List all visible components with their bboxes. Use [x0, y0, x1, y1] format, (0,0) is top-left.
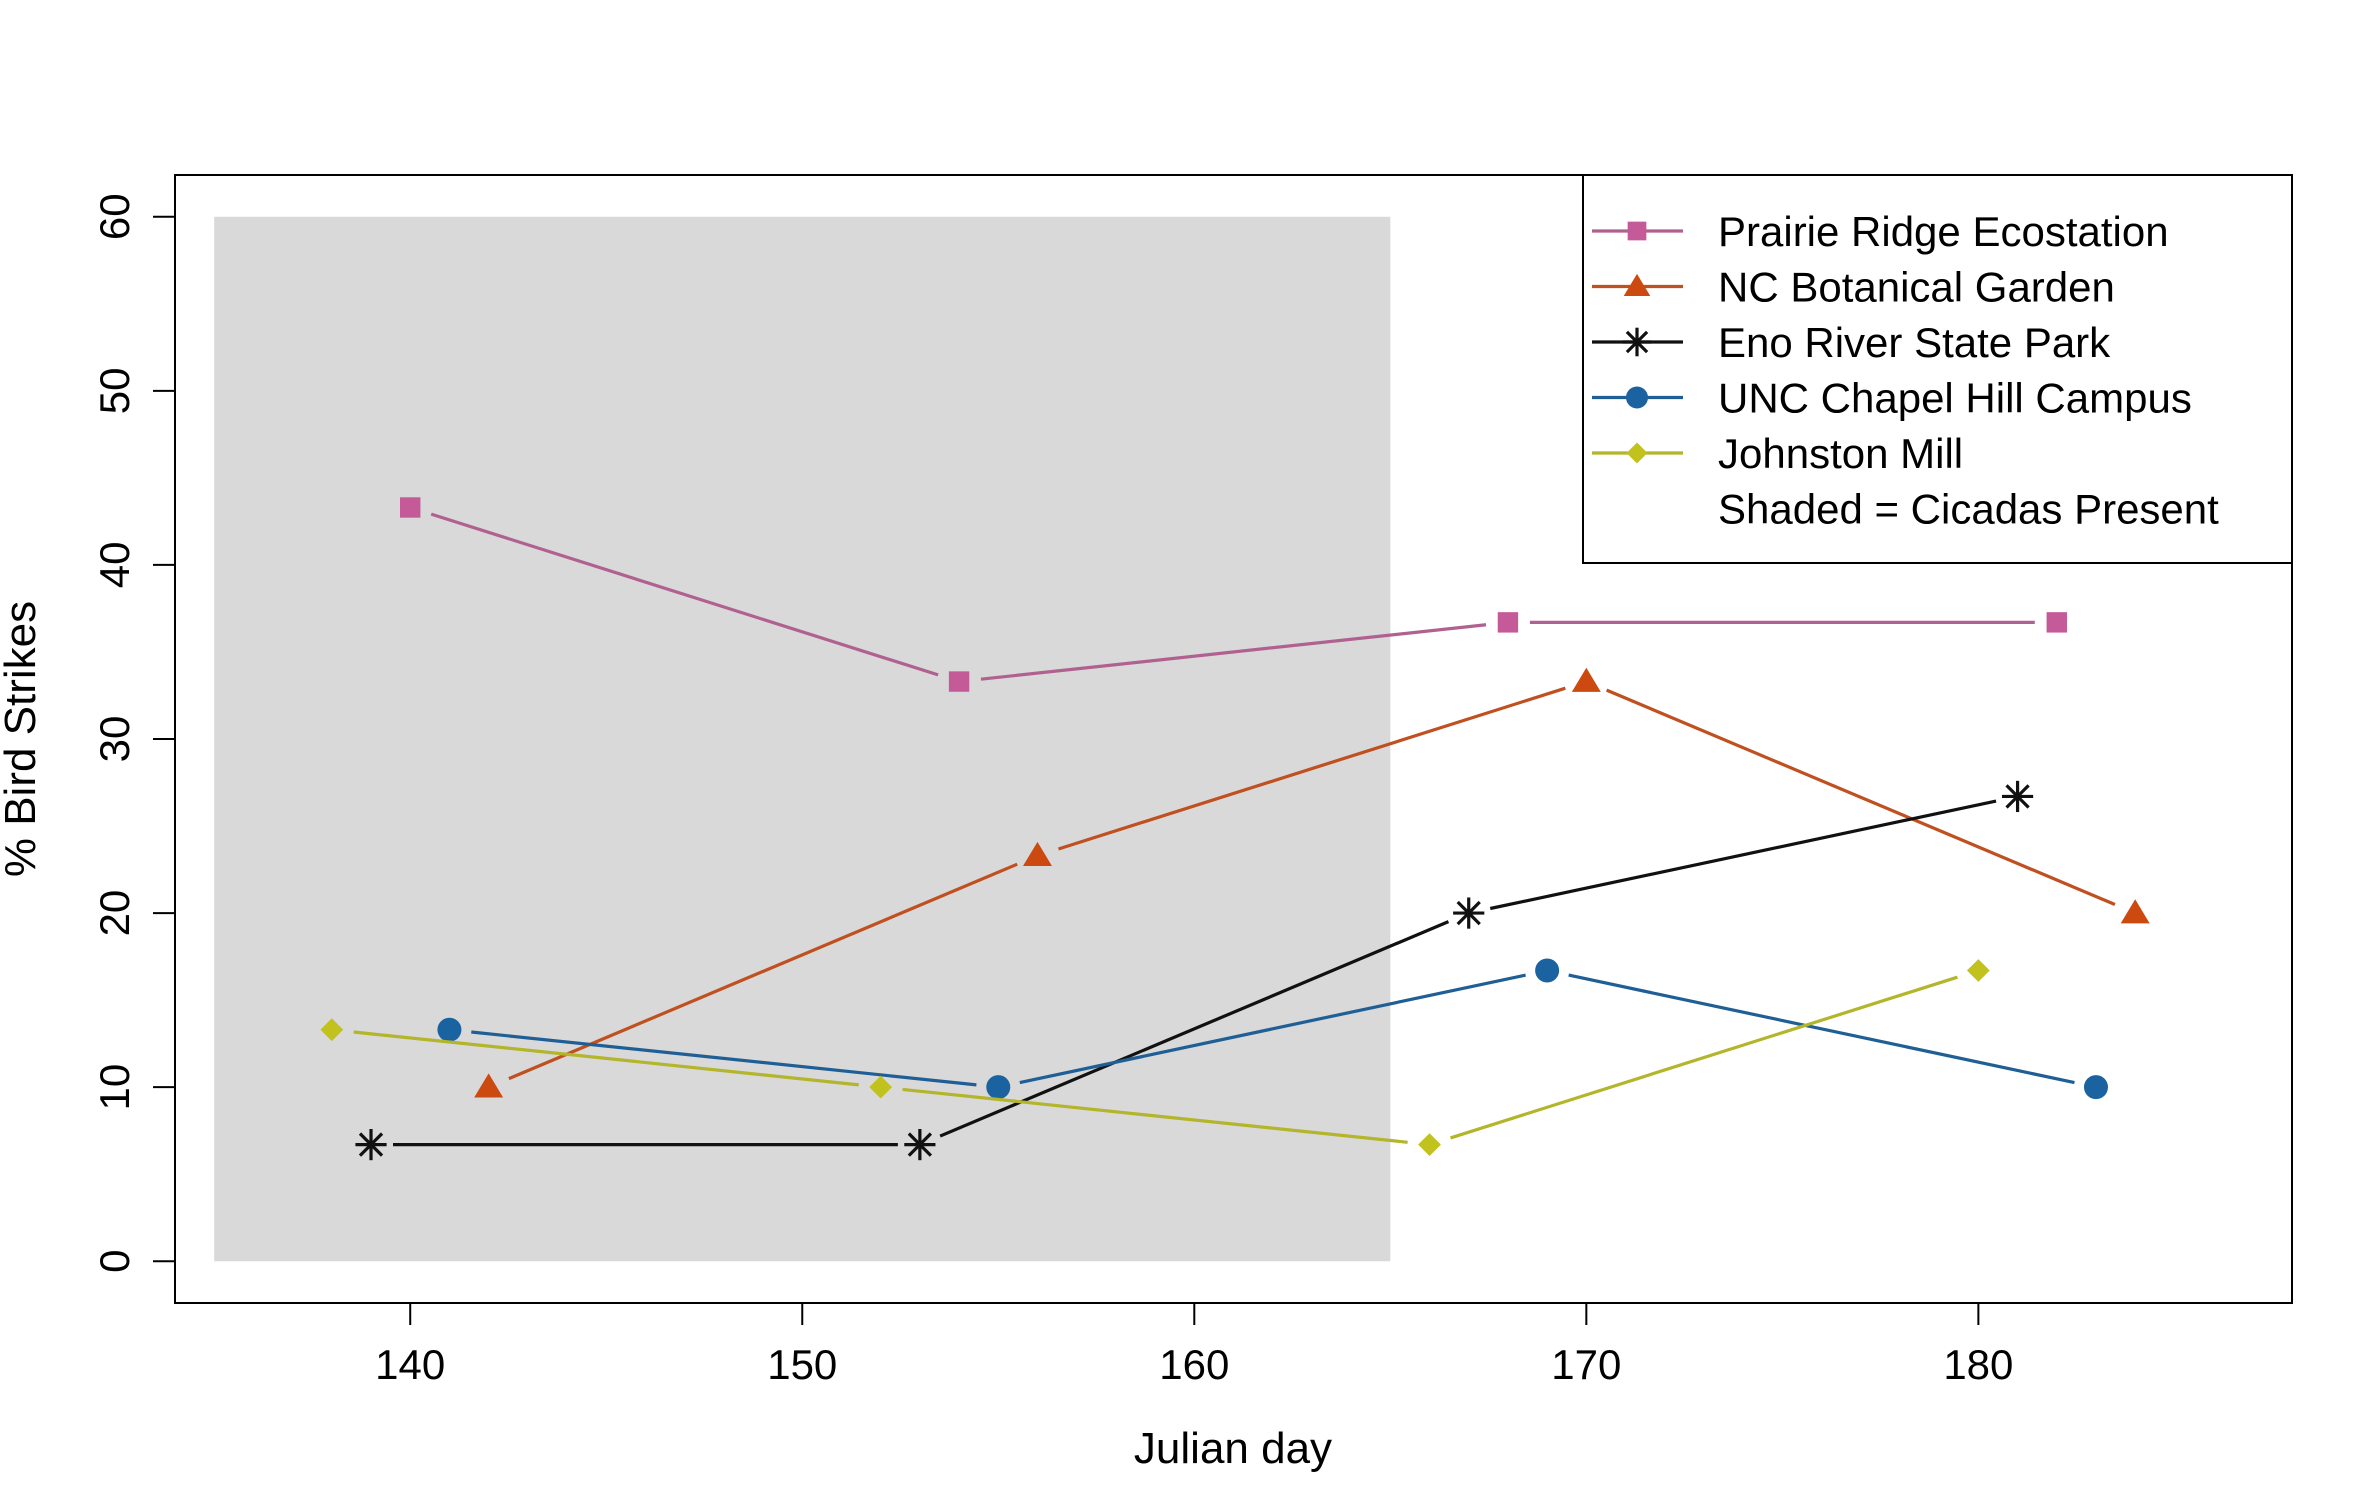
- legend-marker: [1622, 327, 1652, 357]
- series-line-segment: [1450, 975, 1958, 1140]
- legend-marker: [1627, 221, 1647, 241]
- series-line-segment: [939, 920, 1450, 1138]
- x-tick-label: 170: [1551, 1341, 1621, 1388]
- series-line-segment: [353, 1030, 859, 1087]
- data-point: [1497, 612, 1519, 633]
- y-tick-label: 60: [91, 193, 138, 240]
- series-line-segment: [1019, 973, 1526, 1085]
- data-point: [355, 1128, 387, 1161]
- legend-item-3: Eno River State Park: [1592, 319, 2111, 366]
- legend-marker: [1626, 442, 1648, 464]
- data-point-stroke: [358, 1132, 384, 1157]
- data-point: [986, 1075, 1011, 1100]
- legend: Prairie Ridge Ecostation NC Botanical Gar…: [1582, 174, 2293, 564]
- legend-label: Eno River State Park: [1718, 319, 2111, 366]
- data-point: [1022, 841, 1052, 866]
- data-point: [400, 497, 421, 518]
- legend-marker: [1626, 386, 1648, 409]
- data-point: [948, 671, 970, 692]
- data-point: [904, 1128, 936, 1161]
- series-line-segment: [902, 1087, 1408, 1144]
- data-point: [1453, 897, 1485, 929]
- series-line-segment: [1568, 973, 2075, 1085]
- y-tick-label: 40: [91, 542, 138, 589]
- data-point: [474, 1073, 504, 1098]
- legend-box: [1582, 174, 2293, 564]
- data-point: [2001, 780, 2034, 813]
- x-tick-label: 150: [767, 1341, 837, 1388]
- data-point-stroke: [2005, 784, 2030, 809]
- legend-label: UNC Chapel Hill Campus: [1718, 375, 2192, 422]
- x-tick-label: 140: [375, 1341, 445, 1388]
- data-point: [437, 1017, 462, 1042]
- legend-label: Johnston Mill: [1718, 430, 1963, 477]
- series-4: [437, 958, 2108, 1100]
- data-point: [2120, 899, 2150, 924]
- data-point: [1535, 958, 1560, 983]
- data-point: [1418, 1133, 1441, 1156]
- series-line-segment: [430, 512, 939, 677]
- data-point: [320, 1018, 344, 1042]
- legend-item-2: NC Botanical Garden: [1592, 264, 2115, 311]
- x-axis-label: Julian day: [1134, 1424, 1332, 1473]
- y-tick-label: 20: [91, 890, 138, 937]
- y-tick-label: 10: [91, 1064, 138, 1111]
- data-point: [2083, 1075, 2108, 1100]
- x-tick-label: 160: [1159, 1341, 1229, 1388]
- data-point-stroke: [907, 1132, 933, 1157]
- legend-item-5: Johnston Mill: [1592, 430, 1963, 477]
- series-1: [400, 497, 2067, 692]
- data-point: [1571, 667, 1601, 692]
- y-axis-label: % Bird Strikes: [0, 601, 45, 877]
- cicada-shaded-region: [214, 216, 1391, 1262]
- series-line-segment: [1489, 799, 1997, 911]
- legend-marker-stroke: [1625, 330, 1649, 354]
- series-line-segment: [1605, 688, 2116, 906]
- legend-item-4: UNC Chapel Hill Campus: [1592, 375, 2192, 422]
- legend-item-1: Prairie Ridge Ecostation: [1592, 208, 2169, 255]
- data-point: [1966, 959, 1990, 982]
- shaded-region-layer: [214, 216, 1391, 1262]
- y-tick-label: 0: [91, 1250, 138, 1273]
- x-tick-label: 180: [1943, 1341, 2013, 1388]
- data-point: [869, 1075, 893, 1099]
- series-layer: [320, 497, 2150, 1161]
- data-point: [2046, 612, 2067, 633]
- legend-label: NC Botanical Garden: [1718, 264, 2115, 311]
- series-line-segment: [1057, 686, 1566, 851]
- data-point-stroke: [1456, 900, 1481, 926]
- series-line-segment: [980, 623, 1487, 681]
- series-line-segment: [508, 862, 1018, 1081]
- series-3: [355, 780, 2034, 1161]
- y-tick-label: 30: [91, 716, 138, 763]
- legend-shading-note: Shaded = Cicadas Present: [1718, 486, 2219, 533]
- y-tick-label: 50: [91, 367, 138, 414]
- legend-label: Prairie Ridge Ecostation: [1718, 208, 2169, 255]
- series-line-segment: [471, 1030, 977, 1087]
- legend-marker: [1623, 273, 1651, 296]
- series-2: [474, 667, 2150, 1098]
- axis-layer: 140 150 160 170 180 0 10 20 30 40 50 60: [91, 193, 2013, 1388]
- series-5: [320, 959, 1990, 1156]
